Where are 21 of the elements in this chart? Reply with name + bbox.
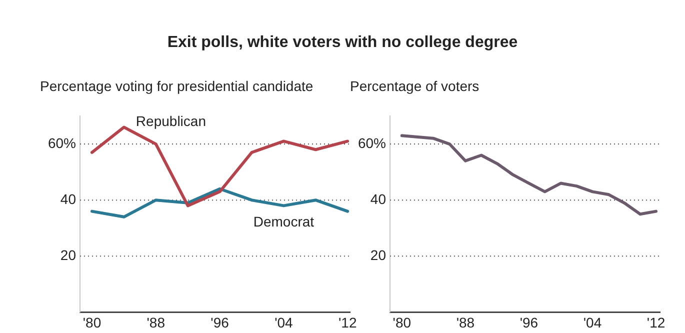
y-tick-label: 40 (370, 190, 386, 207)
x-tick-label: '96 (520, 314, 538, 330)
y-tick-label: 40 (60, 190, 76, 207)
x-tick-label: '04 (274, 314, 294, 330)
x-tick-label: '88 (456, 314, 475, 330)
x-tick-label: '12 (338, 314, 357, 330)
y-tick-label: 20 (370, 247, 386, 263)
x-tick-label: '04 (583, 314, 602, 330)
x-tick-label: '80 (82, 314, 102, 330)
x-tick-label: '88 (146, 314, 166, 330)
series-label: Republican (136, 113, 206, 130)
x-tick-label: '80 (392, 314, 412, 330)
series-label: Democrat (253, 214, 314, 230)
x-tick-label: '12 (646, 314, 666, 330)
x-tick-label: '96 (210, 314, 230, 330)
y-axis-title: Percentage voting for presidential candidate (40, 78, 314, 94)
y-tick-label: 60% (48, 134, 76, 151)
y-tick-label: 60% (358, 134, 386, 151)
chart-title: Exit polls, white voters with no college degree (166, 34, 519, 52)
y-tick-label: 20 (60, 247, 76, 263)
y-axis-title: Percentage of voters (350, 78, 480, 94)
